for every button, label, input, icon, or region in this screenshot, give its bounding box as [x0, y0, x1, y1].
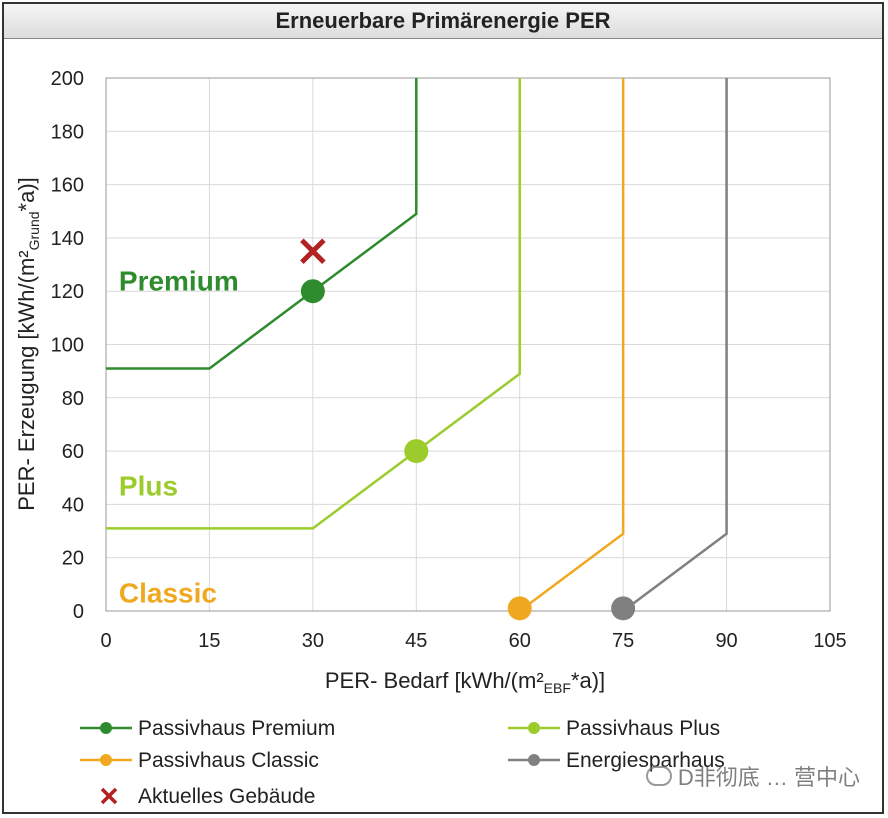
- y-tick-label: 180: [51, 121, 84, 143]
- x-tick-label: 105: [813, 630, 846, 652]
- legend-label-passivhaus-plus: Passivhaus Plus: [566, 717, 720, 740]
- x-tick-label: 75: [612, 630, 634, 652]
- y-tick-label: 140: [51, 228, 84, 250]
- zone-label-plus: Plus: [119, 471, 178, 502]
- y-tick-labels: 0 20 40 60 80 100 120 140 160 180 200: [51, 68, 84, 623]
- legend-marker-passivhaus-classic: [100, 754, 112, 766]
- y-tick-label: 0: [73, 601, 84, 623]
- legend: Passivhaus Premium Passivhaus Plus Passivh…: [80, 717, 725, 808]
- x-axis-label: PER- Bedarf [kWh/(m²EBF*a)]: [325, 668, 605, 696]
- legend-swatch-current-building: [100, 787, 118, 805]
- grid: [105, 77, 831, 612]
- zone-label-premium: Premium: [119, 266, 239, 297]
- y-tick-label: 40: [62, 494, 84, 516]
- chart-title: Erneuerbare Primärenergie PER: [275, 8, 611, 33]
- chart-title-bar: Erneuerbare Primärenergie PER: [4, 4, 882, 39]
- y-axis-label: PER- Erzeugung [kWh/(m²Grund*a)]: [14, 177, 42, 511]
- legend-marker-passivhaus-premium: [100, 722, 112, 734]
- x-tick-label: 30: [302, 630, 324, 652]
- y-tick-label: 100: [51, 335, 84, 357]
- current-building-marker: [300, 238, 326, 264]
- y-tick-label: 20: [62, 548, 84, 570]
- legend-marker-energiesparhaus: [528, 754, 540, 766]
- x-tick-label: 90: [715, 630, 737, 652]
- watermark: D非彻底 … 营中心: [645, 760, 860, 792]
- legend-label-current-building: Aktuelles Gebäude: [138, 785, 315, 808]
- legend-marker-passivhaus-plus: [528, 722, 540, 734]
- legend-label-energiesparhaus: Energiesparhaus: [566, 749, 725, 772]
- x-tick-label: 45: [405, 630, 427, 652]
- y-tick-label: 200: [51, 68, 84, 90]
- series-line-passivhaus-premium: [106, 78, 418, 370]
- legend-label-passivhaus-premium: Passivhaus Premium: [138, 717, 335, 740]
- zone-annotations: Premium Plus Classic: [119, 266, 239, 609]
- chat-bubble-icon: [645, 766, 672, 786]
- series-marker-passivhaus-premium: [300, 279, 325, 304]
- x-tick-label: 60: [509, 630, 531, 652]
- x-tick-label: 0: [100, 630, 111, 652]
- series-marker-passivhaus-classic: [507, 596, 532, 621]
- x-tick-labels: 0 15 30 45 60 75 90 105: [100, 630, 846, 652]
- series-marker-passivhaus-plus: [404, 439, 429, 464]
- y-tick-label: 120: [51, 281, 84, 303]
- legend-label-passivhaus-classic: Passivhaus Classic: [138, 749, 319, 772]
- y-tick-label: 160: [51, 175, 84, 197]
- zone-label-classic: Classic: [119, 577, 217, 608]
- series-lines: [106, 78, 728, 621]
- series-marker-energiesparhaus: [611, 596, 636, 621]
- series-line-energiesparhaus: [622, 78, 728, 613]
- plot-border: [105, 77, 831, 612]
- watermark-text: D非彻底 … 营中心: [677, 765, 860, 790]
- series-line-passivhaus-classic: [518, 78, 625, 613]
- y-tick-label: 80: [62, 388, 84, 410]
- x-tick-label: 15: [198, 630, 220, 652]
- y-tick-label: 60: [62, 441, 84, 463]
